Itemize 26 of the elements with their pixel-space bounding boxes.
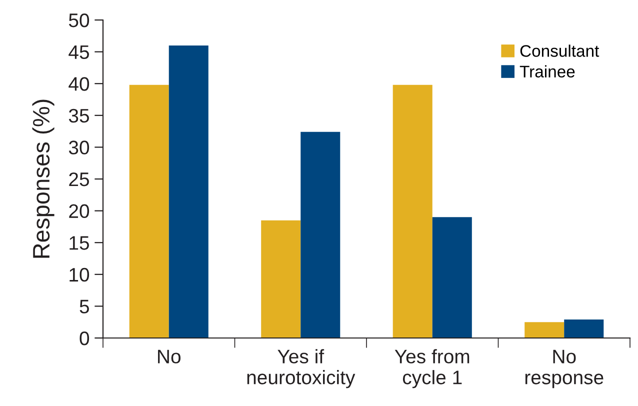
x-tick-label: No (158, 350, 180, 364)
y-tick-label: 30 (68, 140, 90, 154)
bar (129, 84, 169, 338)
y-tick-label: 20 (69, 204, 90, 218)
y-tick-label: 50 (68, 13, 90, 28)
x-tick-label: Yes if neurotoxicity (247, 349, 356, 388)
x-tick-label: Yes from cycle 1 (394, 349, 470, 388)
bar (392, 84, 432, 338)
x-tick-label: No response (525, 350, 604, 388)
bar (300, 132, 340, 338)
y-axis-title: Responses (%) (32, 100, 54, 258)
y-tick-label: 40 (68, 77, 90, 91)
y-tick-label: 25 (69, 172, 89, 186)
bar (168, 45, 208, 338)
y-tick-label: 10 (70, 268, 90, 282)
y-tick-label: 15 (70, 236, 89, 250)
legend-label: Trainee (520, 65, 575, 78)
bar (524, 322, 564, 338)
bar (432, 217, 472, 338)
y-tick-label: 0 (80, 331, 90, 346)
y-tick-label: 5 (80, 300, 89, 314)
y-tick-label: 45 (68, 45, 89, 60)
bar (261, 220, 301, 338)
y-tick-label: 35 (68, 108, 89, 123)
legend-label: Consultant (520, 44, 600, 57)
bar (564, 320, 604, 338)
